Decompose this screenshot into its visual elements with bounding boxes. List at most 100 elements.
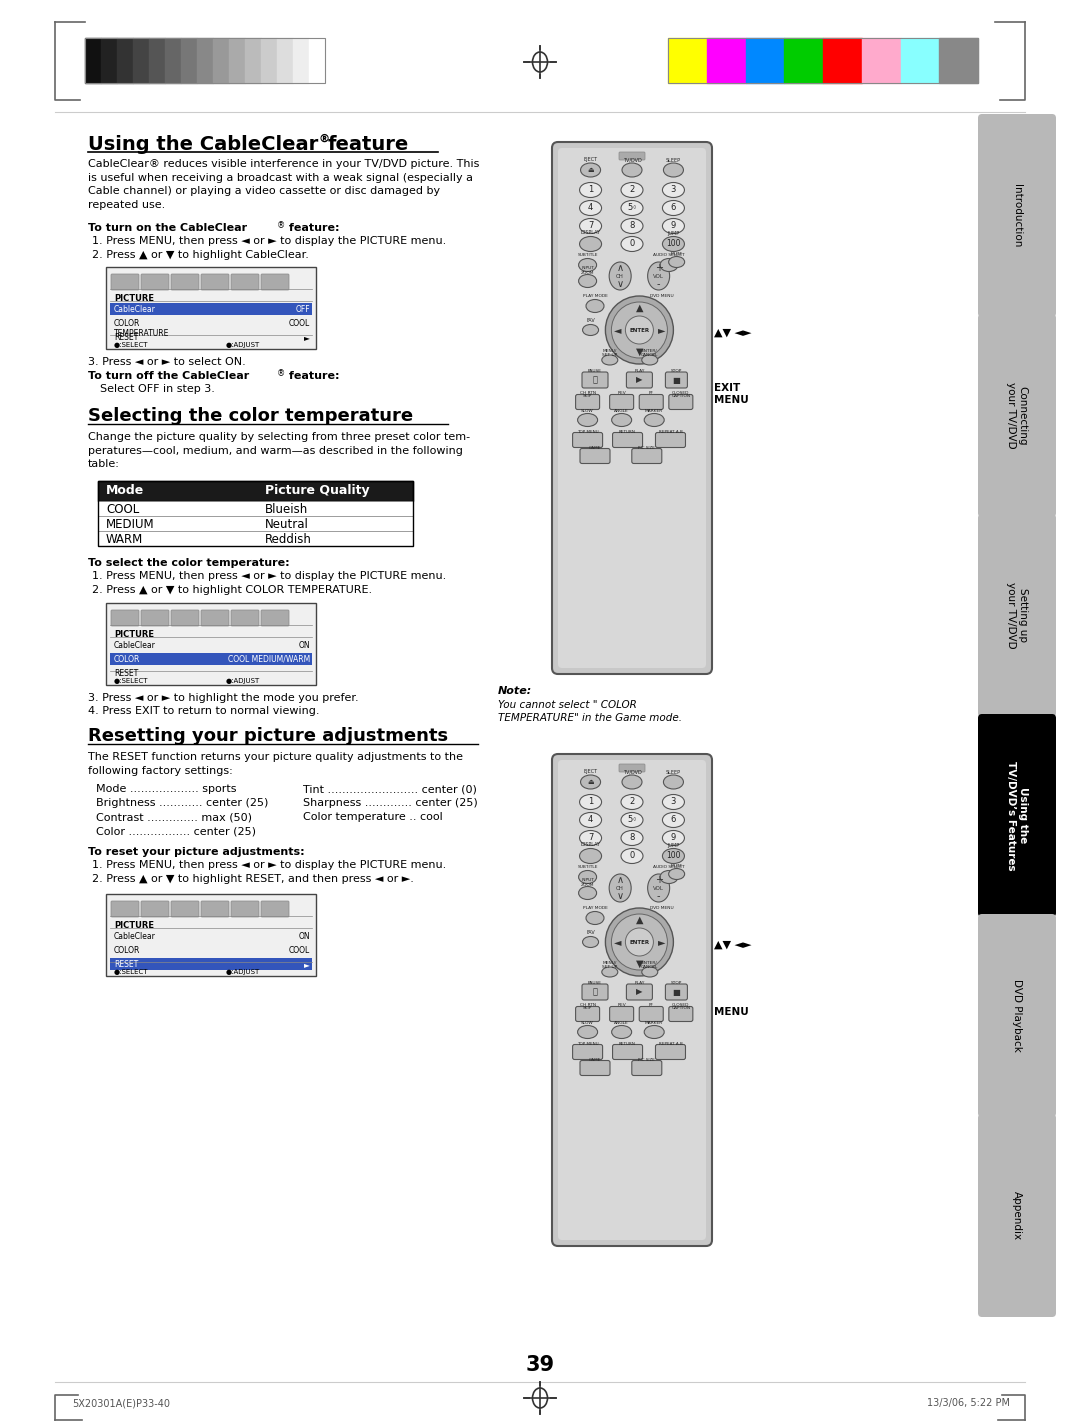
Ellipse shape bbox=[579, 870, 596, 883]
FancyBboxPatch shape bbox=[576, 394, 599, 410]
FancyBboxPatch shape bbox=[111, 901, 139, 917]
FancyBboxPatch shape bbox=[141, 609, 168, 627]
Text: 1. Press MENU, then press ◄ or ► to display the PICTURE menu.
2. Press ▲ or ▼ to: 1. Press MENU, then press ◄ or ► to disp… bbox=[92, 571, 446, 595]
FancyBboxPatch shape bbox=[580, 449, 610, 463]
Text: 13/3/06, 5:22 PM: 13/3/06, 5:22 PM bbox=[927, 1398, 1010, 1408]
FancyBboxPatch shape bbox=[978, 713, 1056, 917]
Text: ENTER/: ENTER/ bbox=[642, 961, 658, 965]
Text: FF: FF bbox=[649, 392, 653, 394]
Bar bbox=[229, 38, 245, 83]
Text: ®: ® bbox=[276, 369, 285, 377]
Text: To reset your picture adjustments:: To reset your picture adjustments: bbox=[87, 847, 305, 857]
Text: ▶: ▶ bbox=[636, 987, 643, 997]
FancyBboxPatch shape bbox=[669, 1007, 693, 1021]
Bar bbox=[149, 38, 165, 83]
Text: 5X20301A(E)P33-40: 5X20301A(E)P33-40 bbox=[72, 1398, 170, 1408]
FancyBboxPatch shape bbox=[632, 1061, 662, 1075]
Text: SUBTITLE: SUBTITLE bbox=[578, 253, 598, 256]
Text: MARKER: MARKER bbox=[645, 409, 663, 413]
Ellipse shape bbox=[578, 1025, 597, 1038]
FancyBboxPatch shape bbox=[201, 273, 229, 290]
Text: COOL MEDIUM/WARM: COOL MEDIUM/WARM bbox=[228, 655, 310, 664]
Ellipse shape bbox=[662, 795, 685, 809]
Text: CH: CH bbox=[617, 886, 624, 890]
Text: ■: ■ bbox=[673, 376, 680, 384]
Text: ANGLE: ANGLE bbox=[615, 1021, 629, 1025]
Text: FF: FF bbox=[649, 1002, 653, 1007]
Bar bbox=[669, 38, 978, 83]
FancyBboxPatch shape bbox=[978, 315, 1056, 517]
Text: PLAY MODE: PLAY MODE bbox=[582, 293, 607, 298]
Text: Picture Quality: Picture Quality bbox=[265, 484, 369, 497]
Text: PIC SIZE: PIC SIZE bbox=[638, 446, 656, 450]
Ellipse shape bbox=[580, 182, 602, 198]
Text: COLOR: COLOR bbox=[114, 655, 140, 664]
Text: MENU: MENU bbox=[714, 1007, 748, 1017]
Bar bbox=[309, 38, 325, 83]
Ellipse shape bbox=[579, 887, 596, 900]
Text: CH: CH bbox=[617, 273, 624, 279]
Text: 39: 39 bbox=[526, 1356, 554, 1376]
Text: ∨: ∨ bbox=[617, 891, 624, 901]
Ellipse shape bbox=[602, 355, 618, 365]
FancyBboxPatch shape bbox=[609, 394, 634, 410]
Text: ZOOM: ZOOM bbox=[581, 271, 594, 275]
Text: INPUT: INPUT bbox=[581, 266, 594, 271]
Ellipse shape bbox=[621, 236, 643, 252]
Text: ●:SELECT: ●:SELECT bbox=[114, 678, 149, 684]
Text: ►: ► bbox=[658, 937, 665, 947]
Text: 1: 1 bbox=[588, 797, 593, 806]
Text: 100: 100 bbox=[666, 852, 680, 860]
Text: AUDIO SELECT: AUDIO SELECT bbox=[653, 864, 685, 869]
Text: 7: 7 bbox=[588, 222, 593, 231]
Text: CLOSED: CLOSED bbox=[672, 1002, 689, 1007]
Text: Connecting
your TV/DVD: Connecting your TV/DVD bbox=[1007, 382, 1028, 449]
Text: 3. Press ◄ or ► to highlight the mode you prefer.: 3. Press ◄ or ► to highlight the mode yo… bbox=[87, 693, 359, 703]
Text: 5◦: 5◦ bbox=[626, 204, 637, 212]
Text: ∧: ∧ bbox=[617, 874, 624, 884]
Ellipse shape bbox=[580, 795, 602, 809]
Text: Note:: Note: bbox=[498, 686, 532, 696]
Text: SLOW: SLOW bbox=[581, 1021, 594, 1025]
Text: COOL: COOL bbox=[288, 946, 310, 956]
Text: ◄: ◄ bbox=[613, 937, 621, 947]
Text: 100: 100 bbox=[666, 239, 680, 249]
Text: ●:SELECT: ●:SELECT bbox=[114, 968, 149, 975]
Text: STOP: STOP bbox=[671, 369, 683, 373]
Bar bbox=[110, 654, 312, 665]
Ellipse shape bbox=[660, 870, 678, 883]
Ellipse shape bbox=[606, 296, 674, 365]
Ellipse shape bbox=[662, 849, 685, 863]
Bar bbox=[862, 38, 901, 83]
Text: Reddish: Reddish bbox=[265, 533, 312, 545]
Text: JUMP: JUMP bbox=[667, 843, 679, 847]
Text: STOP: STOP bbox=[671, 981, 683, 985]
Text: feature:: feature: bbox=[285, 224, 339, 234]
Text: REPEAT A-B: REPEAT A-B bbox=[659, 1042, 683, 1047]
FancyBboxPatch shape bbox=[201, 901, 229, 917]
Text: CableClear: CableClear bbox=[114, 305, 156, 315]
FancyBboxPatch shape bbox=[612, 433, 643, 447]
FancyBboxPatch shape bbox=[552, 753, 712, 1246]
Text: CLOSED: CLOSED bbox=[672, 392, 689, 394]
Bar bbox=[213, 38, 229, 83]
Text: Change the picture quality by selecting from three preset color tem-
peratures—c: Change the picture quality by selecting … bbox=[87, 431, 470, 468]
Text: PLAY: PLAY bbox=[634, 981, 645, 985]
FancyBboxPatch shape bbox=[609, 1007, 634, 1021]
Text: 3. Press ◄ or ► to select ON.: 3. Press ◄ or ► to select ON. bbox=[87, 357, 246, 367]
Ellipse shape bbox=[642, 355, 658, 365]
Text: SET UP: SET UP bbox=[603, 965, 618, 968]
Ellipse shape bbox=[662, 830, 685, 846]
Bar bbox=[261, 38, 276, 83]
Bar bbox=[245, 38, 261, 83]
FancyBboxPatch shape bbox=[141, 273, 168, 290]
Ellipse shape bbox=[644, 1025, 664, 1038]
Text: GAME: GAME bbox=[589, 446, 602, 450]
Text: You cannot select " COLOR
TEMPERATURE" in the Game mode.: You cannot select " COLOR TEMPERATURE" i… bbox=[498, 701, 681, 723]
FancyBboxPatch shape bbox=[111, 273, 139, 290]
Text: FAV: FAV bbox=[586, 318, 595, 322]
Ellipse shape bbox=[580, 201, 602, 215]
Text: 8: 8 bbox=[630, 833, 635, 843]
FancyBboxPatch shape bbox=[626, 984, 652, 1000]
FancyBboxPatch shape bbox=[558, 148, 706, 668]
